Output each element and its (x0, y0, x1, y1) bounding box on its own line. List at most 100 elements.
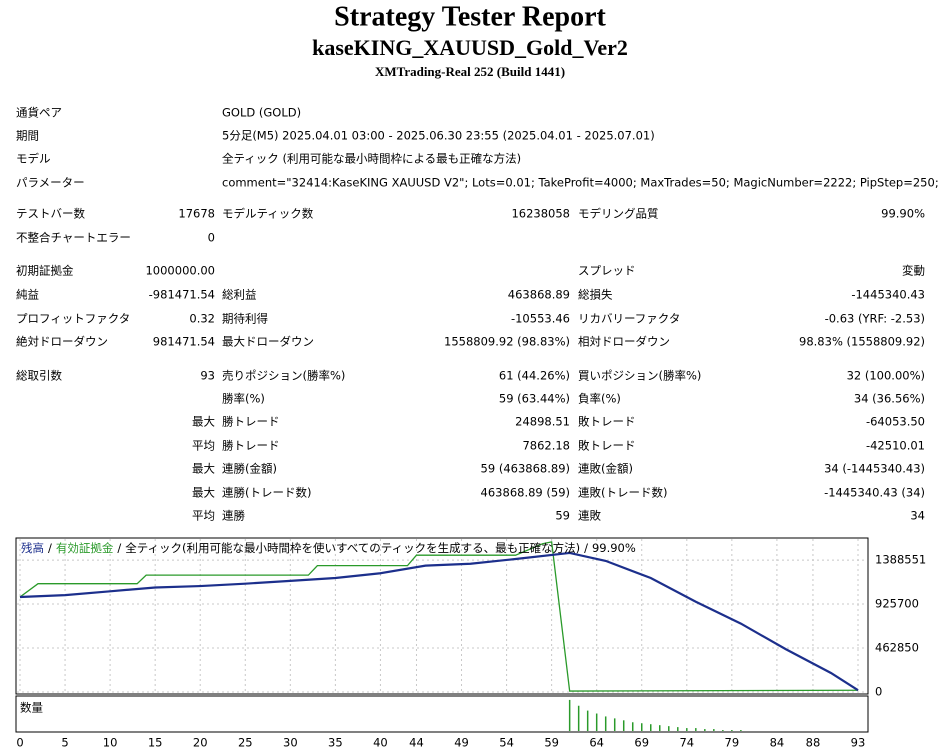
cell-value: 16238058 (511, 207, 570, 221)
cell-value: 463868.89 (508, 288, 570, 302)
x-tick-label: 35 (328, 736, 343, 750)
cell-label: 買いポジション(勝率%) (578, 369, 701, 383)
cell-label: 敗トレード (578, 415, 636, 429)
x-tick-label: 69 (634, 736, 649, 750)
y-tick-label: 462850 (875, 641, 919, 655)
info-value: GOLD (GOLD) (222, 106, 301, 120)
cell-value: 変動 (902, 264, 925, 278)
x-tick-label: 74 (679, 736, 694, 750)
cell-label: 連勝(トレード数) (222, 486, 311, 500)
volume-label: 数量 (20, 701, 43, 715)
cell-label: 売りポジション(勝率%) (222, 369, 345, 383)
x-tick-label: 84 (770, 736, 785, 750)
cell-label: 連勝(金額) (222, 462, 277, 476)
legend-item: 全ティック(利用可能な最小時間枠を使いすべてのティックを生成する、最も正確な方法… (125, 541, 580, 555)
x-tick-label: 44 (409, 736, 424, 750)
cell-value: -981471.54 (149, 288, 215, 302)
series-line (19, 541, 859, 692)
cell-label: 勝率(%) (222, 392, 265, 406)
cell-value: 99.90% (881, 207, 925, 221)
x-tick-label: 15 (148, 736, 163, 750)
cell-value: -64053.50 (866, 415, 925, 429)
legend-item: / (584, 541, 588, 555)
title: Strategy Tester Report (334, 1, 606, 32)
cell-value: 0 (208, 231, 215, 245)
cell-value: 平均 (192, 509, 215, 523)
info-label: モデル (16, 152, 51, 166)
cell-value: 平均 (192, 439, 215, 453)
cell-value: 7862.18 (522, 439, 570, 453)
info-value: 全ティック (利用可能な最小時間枠による最も正確な方法) (222, 152, 521, 166)
cell-label: 連敗 (578, 509, 601, 523)
x-tick-label: 88 (806, 736, 821, 750)
legend-item: / (117, 541, 121, 555)
cell-label: 負率(%) (578, 392, 621, 406)
cell-value: 最大 (192, 486, 215, 500)
x-tick-label: 49 (454, 736, 469, 750)
cell-value: -1445340.43 (34) (824, 486, 925, 500)
cell-value: 59 (555, 509, 570, 523)
server: XMTrading-Real 252 (Build 1441) (375, 64, 565, 79)
cell-value: 34 (36.56%) (854, 392, 925, 406)
cell-label: 期待利得 (222, 312, 268, 326)
x-tick-label: 25 (238, 736, 253, 750)
cell-value: 0.32 (189, 312, 215, 326)
cell-value: 463868.89 (59) (481, 486, 570, 500)
x-tick-label: 10 (103, 736, 118, 750)
x-tick-label: 64 (589, 736, 604, 750)
legend: 残高 / 有効証拠金 / 全ティック(利用可能な最小時間枠を使いすべてのティックを生成す… (21, 541, 636, 555)
info-label: 期間 (16, 129, 39, 143)
cell-value: 59 (463868.89) (481, 462, 570, 476)
cell-value: 17678 (178, 207, 215, 221)
legend-item: 有効証拠金 (56, 541, 114, 555)
cell-label: 連勝 (222, 509, 245, 523)
cell-value: 59 (63.44%) (499, 392, 570, 406)
cell-label: 勝トレード (222, 439, 280, 453)
cell-value: 最大 (192, 462, 215, 476)
x-tick-label: 30 (283, 736, 298, 750)
cell-label: 敗トレード (578, 439, 636, 453)
cell-value: 981471.54 (153, 335, 215, 349)
cell-label: 連敗(金額) (578, 462, 633, 476)
info-label: 通貨ペア (16, 106, 62, 120)
x-tick-label: 79 (725, 736, 740, 750)
legend-item: 99.90% (592, 541, 636, 555)
cell-value: 32 (100.00%) (847, 369, 925, 383)
cell-value: 34 (910, 509, 925, 523)
cell-value: 1558809.92 (98.83%) (444, 335, 570, 349)
cell-label: 総取引数 (16, 369, 62, 383)
x-tick-label: 0 (16, 736, 23, 750)
cell-value: -0.63 (YRF: -2.53) (825, 312, 925, 326)
cell-value: 1000000.00 (145, 264, 215, 278)
subtitle: kaseKING_XAUUSD_Gold_Ver2 (312, 35, 628, 60)
cell-value: -42510.01 (866, 439, 925, 453)
legend-item: 残高 (21, 541, 44, 555)
cell-value: 34 (-1445340.43) (824, 462, 925, 476)
cell-value: 93 (200, 369, 215, 383)
cell-value: 24898.51 (515, 415, 570, 429)
cell-label: 総損失 (578, 288, 613, 302)
info-label: パラメーター (16, 176, 85, 190)
cell-label: 最大ドローダウン (222, 335, 314, 349)
y-tick-label: 1388551 (875, 553, 926, 567)
cell-label: リカバリーファクタ (578, 312, 680, 326)
cell-label: 絶対ドローダウン (16, 335, 108, 349)
x-tick-label: 40 (373, 736, 388, 750)
cell-label: 連敗(トレード数) (578, 486, 667, 500)
y-tick-label: 925700 (875, 597, 919, 611)
cell-value: 最大 (192, 415, 215, 429)
cell-label: プロフィットファクタ (16, 312, 130, 326)
cell-label: テストバー数 (16, 207, 85, 221)
x-tick-label: 20 (193, 736, 208, 750)
cell-label: 勝トレード (222, 415, 280, 429)
series-line (19, 551, 859, 692)
cell-label: モデルティック数 (222, 207, 314, 221)
info-value: comment="32414:KaseKING XAUUSD V2"; Lots… (222, 176, 939, 190)
cell-label: 総利益 (222, 288, 257, 302)
cell-value: -10553.46 (511, 312, 570, 326)
cell-label: モデリング品質 (578, 207, 659, 221)
cell-label: 初期証拠金 (16, 264, 74, 278)
x-tick-label: 54 (499, 736, 514, 750)
cell-label: 不整合チャートエラー (16, 231, 131, 245)
